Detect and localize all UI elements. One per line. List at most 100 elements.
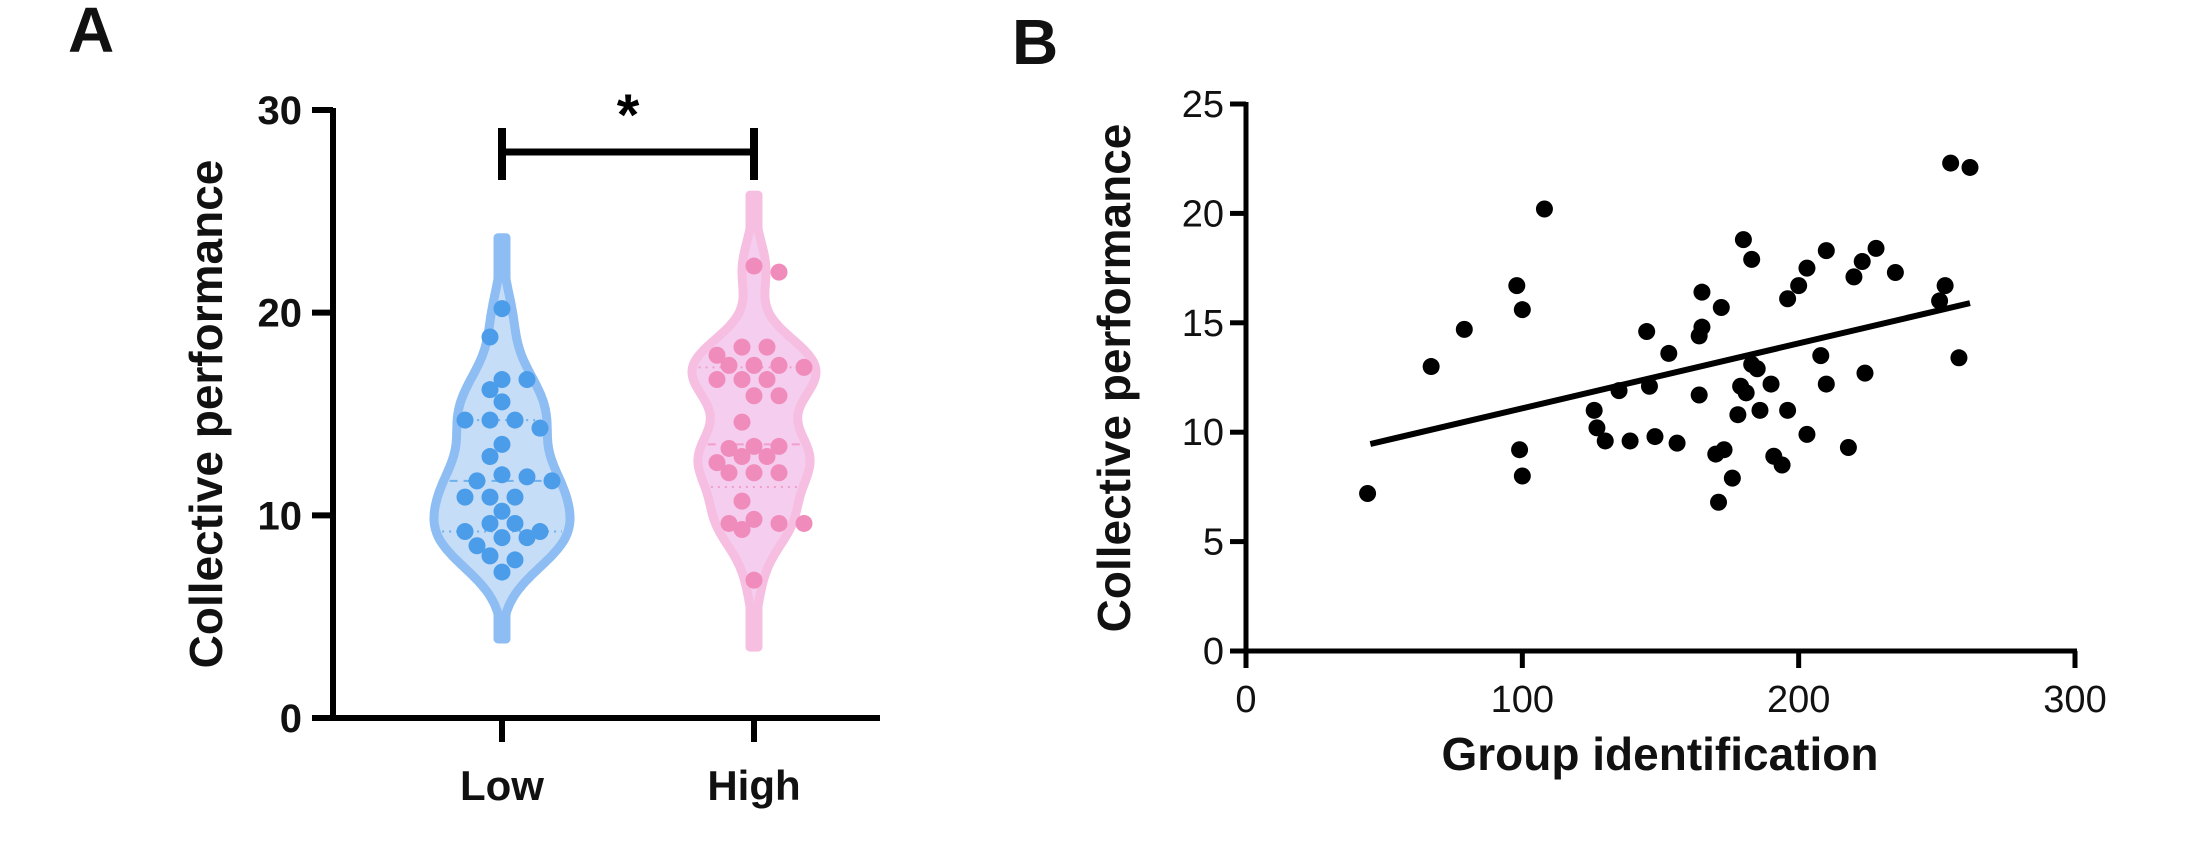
data-point: [506, 551, 524, 569]
x-tick-label-low: Low: [460, 762, 544, 809]
data-point: [745, 257, 763, 275]
data-point: [1723, 469, 1741, 487]
y-tick-label: 10: [1182, 412, 1224, 454]
data-point: [493, 435, 511, 453]
data-point: [1690, 386, 1708, 404]
data-point: [518, 468, 536, 486]
data-point: [745, 437, 763, 455]
data-point: [481, 328, 499, 346]
data-point: [1751, 401, 1769, 419]
panel-label-a: A: [68, 0, 114, 66]
data-point: [745, 387, 763, 405]
data-point: [770, 356, 788, 374]
data-point: [795, 514, 813, 532]
violins: [429, 190, 821, 652]
data-point: [758, 371, 776, 389]
data-point: [1743, 250, 1761, 268]
y-ticks-b: 0 5 10 15 20 25: [1182, 84, 1246, 673]
data-point: [733, 492, 751, 510]
data-point: [795, 358, 813, 376]
data-point: [770, 514, 788, 532]
y-tick-label: 10: [258, 494, 303, 538]
data-point: [518, 371, 536, 389]
data-point: [745, 571, 763, 589]
data-point: [758, 338, 776, 356]
data-point: [1710, 493, 1728, 511]
data-point: [1455, 320, 1473, 338]
data-point: [1867, 239, 1885, 257]
x-tick-label-high: High: [707, 762, 800, 809]
y-tick-label: 0: [1203, 631, 1224, 673]
data-point: [531, 419, 549, 437]
data-point: [733, 521, 751, 539]
y-tick-label: 0: [280, 697, 302, 741]
data-point: [1715, 441, 1733, 459]
x-ticks-a: Low High: [460, 718, 801, 809]
data-point: [1588, 419, 1606, 437]
data-point: [456, 488, 474, 506]
x-axis-label-b: Group identification: [1442, 728, 1879, 780]
data-point: [456, 523, 474, 541]
y-tick-label: 5: [1203, 522, 1224, 564]
y-tick-label: 30: [258, 89, 303, 133]
data-point: [1853, 253, 1871, 271]
y-ticks-a: 0 10 20 30: [258, 89, 333, 741]
x-tick-label: 100: [1491, 679, 1554, 721]
data-point: [456, 411, 474, 429]
data-point: [493, 393, 511, 411]
data-point: [1798, 259, 1816, 277]
data-point: [506, 411, 524, 429]
data-point: [493, 371, 511, 389]
data-point: [1513, 301, 1531, 319]
data-point: [1856, 364, 1874, 382]
data-point: [493, 563, 511, 581]
data-point: [1950, 349, 1968, 367]
y-tick-label: 25: [1182, 84, 1224, 126]
data-point: [506, 514, 524, 532]
data-point: [1936, 277, 1954, 295]
violin-high: [687, 190, 821, 652]
x-tick-label: 300: [2043, 679, 2106, 721]
data-point: [481, 488, 499, 506]
data-point: [1817, 242, 1835, 260]
data-point: [1737, 384, 1755, 402]
data-point: [733, 448, 751, 466]
y-tick-label: 15: [1182, 303, 1224, 345]
data-point: [1817, 375, 1835, 393]
panel-b: B 0 5 10 15 20 25 0 100 200 300 Collective perfo…: [1012, 6, 2107, 780]
data-point: [493, 466, 511, 484]
data-point: [481, 411, 499, 429]
data-point: [770, 464, 788, 482]
data-point: [1886, 263, 1904, 281]
data-point: [745, 464, 763, 482]
data-point: [770, 387, 788, 405]
data-point: [720, 514, 738, 532]
data-point: [708, 346, 726, 364]
data-point: [770, 263, 788, 281]
data-point: [1779, 401, 1797, 419]
data-point: [481, 514, 499, 532]
significance-bracket: *: [498, 83, 758, 180]
data-point: [733, 413, 751, 431]
data-point: [1660, 344, 1678, 362]
data-point: [481, 381, 499, 399]
data-point: [1596, 432, 1614, 450]
data-point: [1668, 434, 1686, 452]
panel-a: A 0 10 20 30 Low High Collective performance…: [68, 0, 880, 809]
data-point: [720, 439, 738, 457]
data-point: [1942, 154, 1960, 172]
violin-low: [429, 233, 575, 644]
data-point: [1359, 484, 1377, 502]
data-point: [1646, 428, 1664, 446]
data-point: [1638, 323, 1656, 341]
data-point: [468, 537, 486, 555]
regression-line: [1369, 300, 1971, 447]
panel-label-b: B: [1012, 6, 1058, 78]
y-tick-label: 20: [1182, 193, 1224, 235]
data-point: [708, 454, 726, 472]
data-point: [1762, 375, 1780, 393]
data-point: [481, 448, 499, 466]
x-tick-label: 0: [1235, 679, 1256, 721]
data-point: [1812, 347, 1830, 365]
